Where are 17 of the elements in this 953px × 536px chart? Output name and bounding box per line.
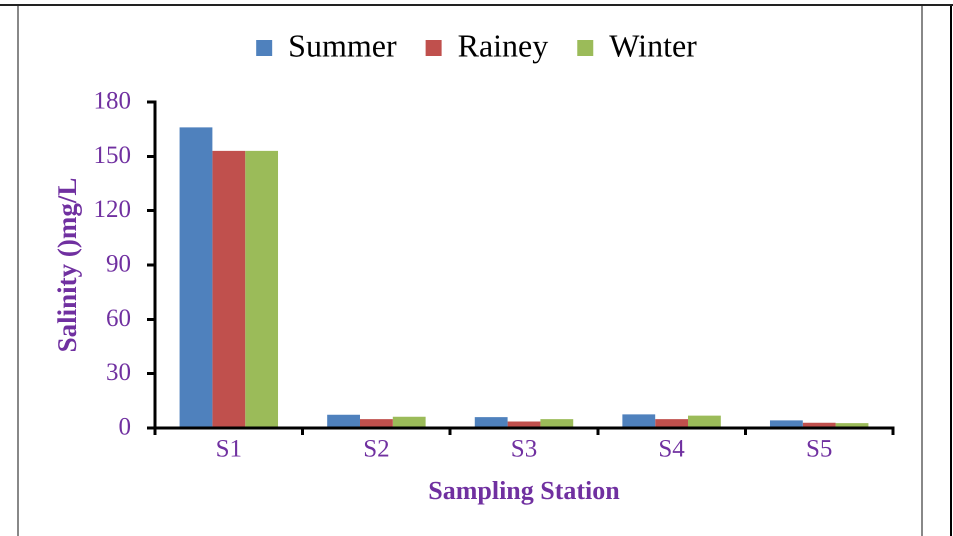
y-axis-title: Salinity ()mg/L — [52, 178, 82, 352]
y-tick-label: 90 — [106, 250, 131, 278]
x-tick-label: S5 — [806, 436, 832, 463]
x-axis-title: Sampling Station — [428, 476, 620, 506]
x-tick-label: S1 — [216, 436, 242, 463]
legend-label: Rainey — [458, 27, 548, 64]
x-tick-label: S3 — [510, 436, 538, 463]
y-tick-label: 60 — [106, 304, 131, 332]
legend-label: Summer — [288, 27, 397, 64]
y-tick-label: 150 — [94, 142, 131, 169]
y-tick-label: 30 — [106, 359, 131, 386]
y-tick-label: 0 — [118, 414, 131, 441]
y-tick-label: 120 — [94, 196, 131, 224]
x-tick-label: S4 — [658, 436, 686, 463]
x-tick-label: S2 — [363, 436, 390, 463]
legend-label: Winter — [609, 27, 698, 64]
y-tick-label: 180 — [94, 88, 131, 115]
